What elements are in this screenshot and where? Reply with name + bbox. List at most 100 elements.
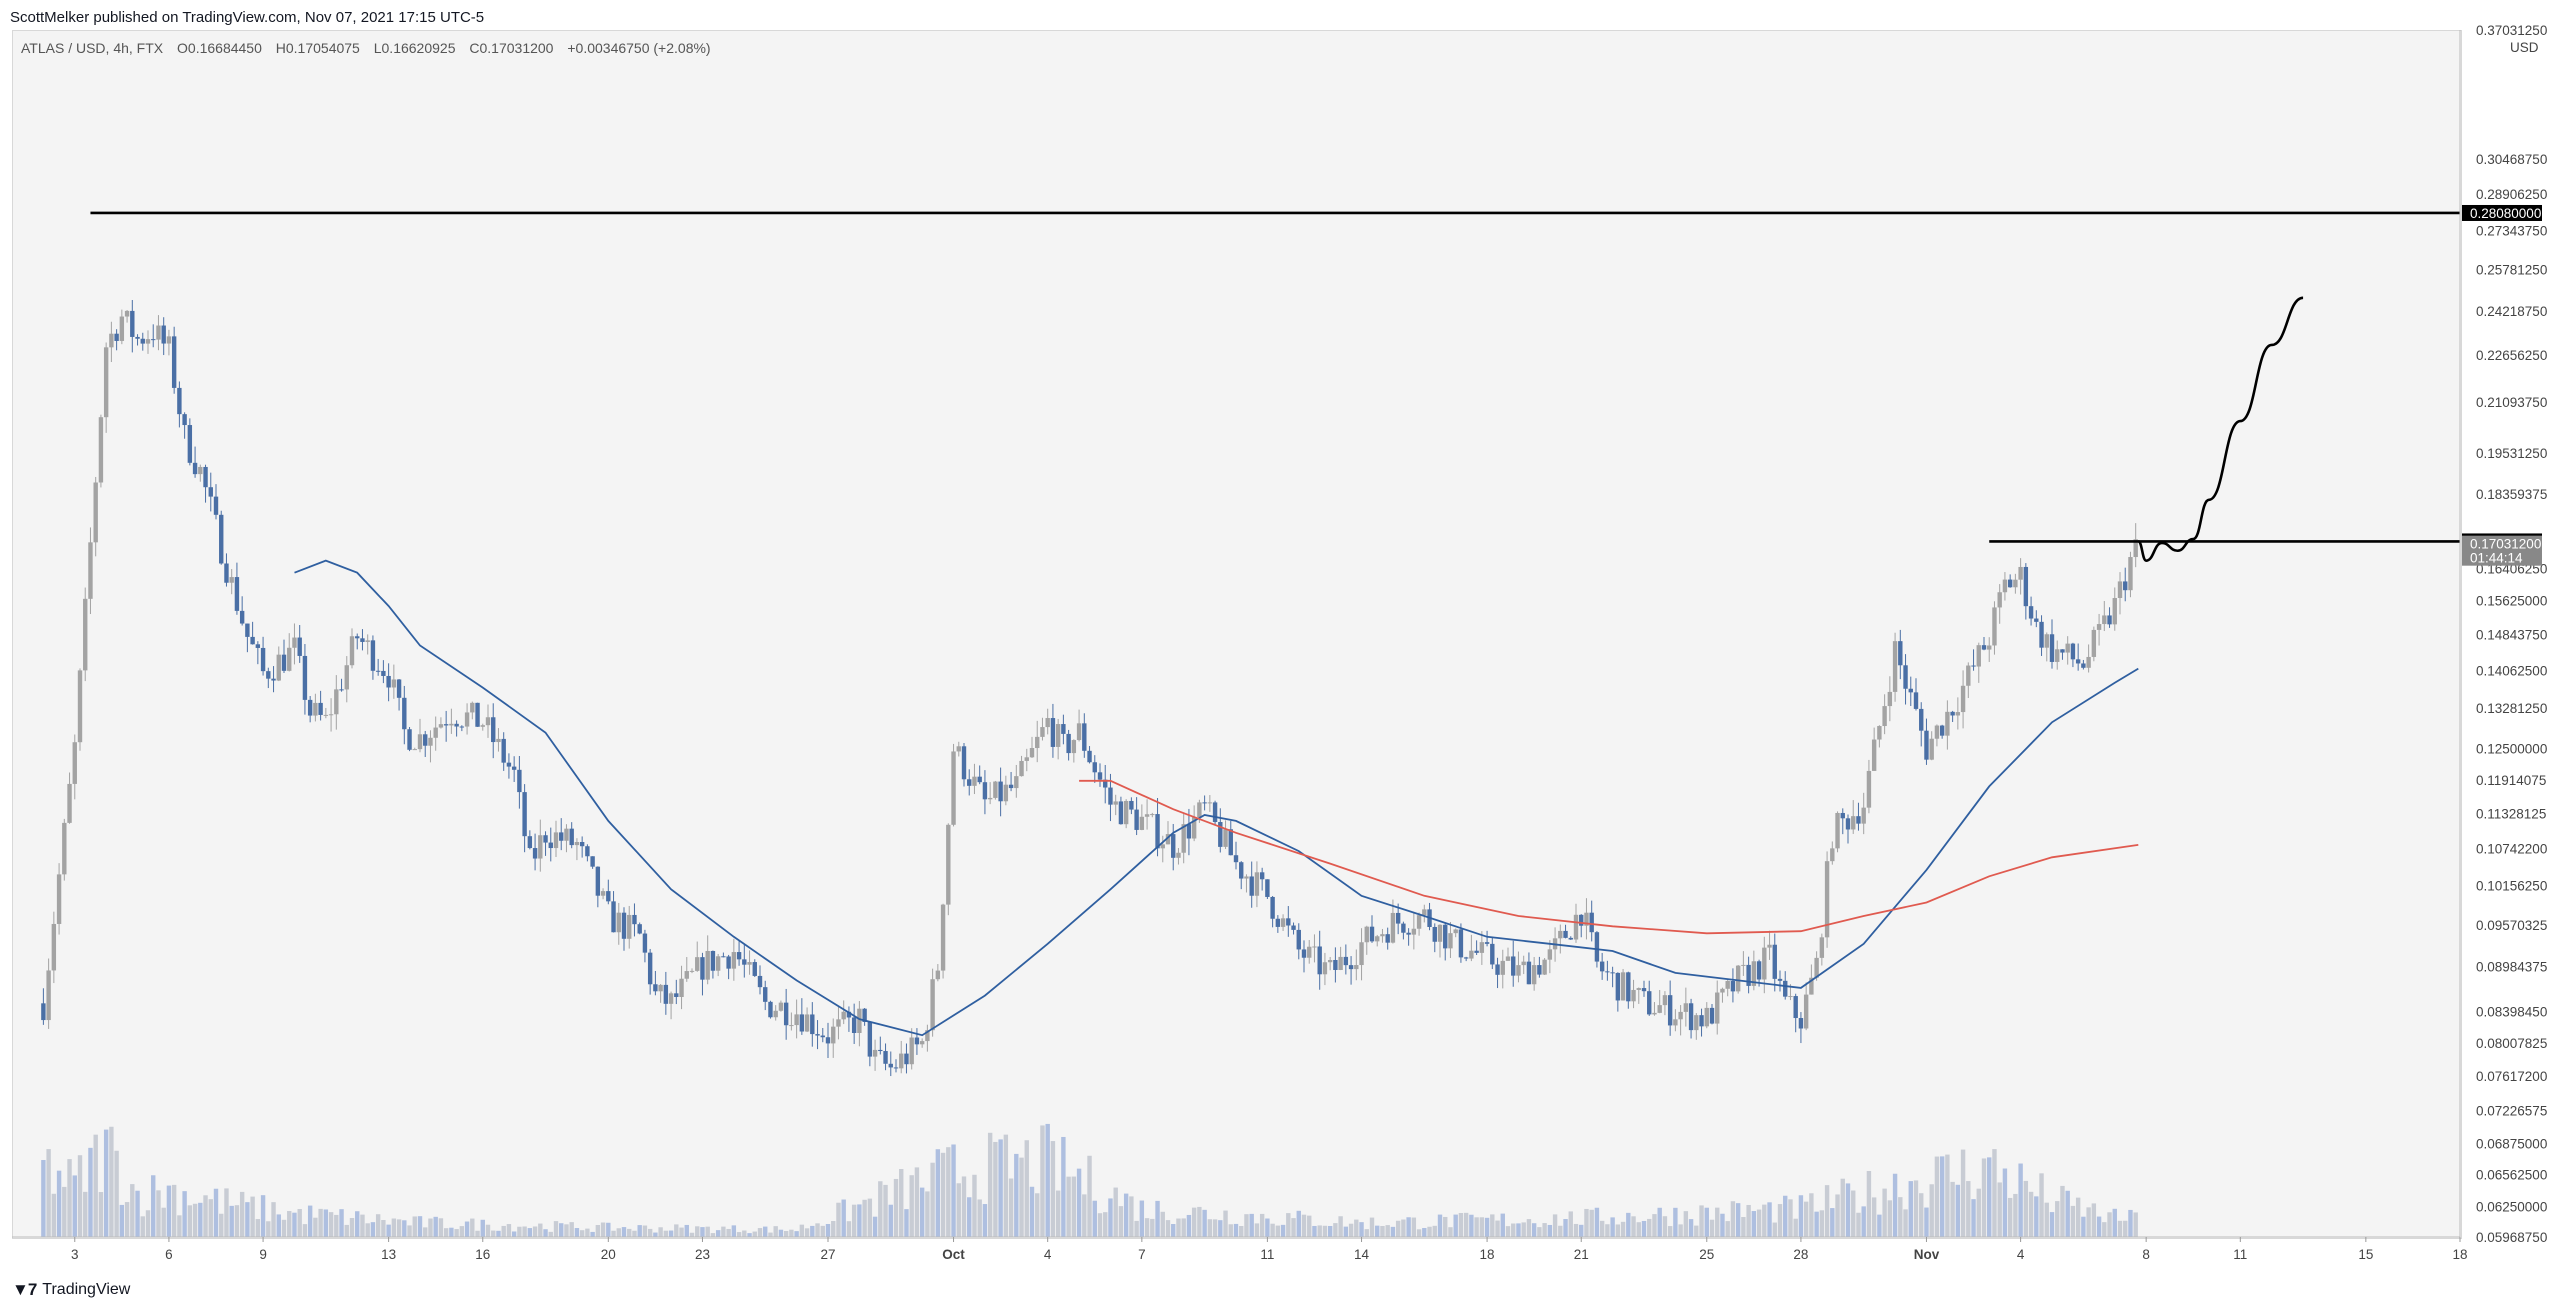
candle [103,342,109,433]
candle [2070,642,2076,668]
projection-drawing[interactable] [2137,296,2304,562]
volume-bar [255,1219,261,1237]
candle [1777,970,1783,992]
candle [130,300,135,353]
candle [239,596,245,626]
legend-change: +0.00346750 (+2.08%) [567,40,711,56]
volume-bar [1976,1188,1981,1237]
volume-bar [511,1231,517,1237]
footer-brand[interactable]: ▼7 TradingView [12,1280,130,1300]
volume-bar [1019,1157,1024,1237]
volume-bar [1934,1156,1940,1237]
candle [1584,898,1589,940]
volume-bar [1087,1155,1092,1237]
candle-body [778,1002,784,1011]
candle [1599,952,1605,980]
candle-body [1720,988,1725,993]
candle [1244,874,1249,893]
volume-bar [349,1218,355,1237]
candle-body [72,742,77,784]
tradingview-logo-icon: ▼7 [12,1280,37,1299]
candle-body [166,336,172,344]
candle [396,679,402,711]
candle [647,948,653,995]
candle [1652,1002,1657,1016]
candle [1537,956,1542,978]
candle [559,818,564,851]
candle [501,732,506,771]
candle-body [1181,824,1186,853]
candle [794,999,799,1039]
volume-bar [1898,1197,1903,1237]
volume-bar [224,1188,229,1237]
volume-bar [2133,1212,2138,1237]
volume-bar [1709,1219,1715,1237]
volume-bar [1035,1193,1040,1237]
candle-body [1992,607,1997,646]
candle [381,660,386,684]
candle [1678,1005,1683,1036]
candle-body [736,952,742,960]
volume-bar [1249,1213,1254,1237]
candle [1741,951,1746,976]
candle [627,905,632,949]
candle-body [1971,665,1976,667]
candle-body [789,1025,794,1027]
candle-body [527,836,533,849]
candle-body [883,1051,888,1064]
candle-body [1516,965,1521,976]
volume-bar [1950,1181,1955,1237]
volume-bar [1568,1211,1573,1237]
time-tick-label: 7 [1138,1247,1146,1262]
volume-bar [1919,1193,1924,1237]
candle [470,701,475,720]
candle-body [783,1002,789,1026]
candle [1929,731,1934,761]
candle-body [1887,691,1893,707]
candle-body [177,387,182,415]
candle-body [1139,816,1145,830]
volume-bar [1317,1225,1322,1237]
candle-body [700,957,705,980]
candle-body [731,952,737,969]
candle [135,334,140,346]
candle [370,635,376,680]
volume-bar [1212,1219,1218,1237]
candle-body [1333,959,1338,970]
time-tick-label: Nov [1914,1247,1940,1262]
candle [1725,978,1730,997]
horizontal-levels[interactable] [90,211,2460,543]
candle-body [1191,817,1197,839]
volume-bar [752,1231,757,1237]
volume-bar [647,1228,653,1237]
candle-body [1202,802,1207,804]
volume-bar [559,1223,564,1237]
candle-body [1066,733,1071,754]
candle [836,1006,841,1040]
candle [810,1002,815,1047]
volume-bar [1150,1218,1155,1237]
candle [1798,1012,1804,1044]
price-axis[interactable]: 0.37031250 0.30468750 0.28906250 0.27343750… [2459,23,2547,1245]
candle [946,823,951,916]
candle [438,717,444,729]
candle-body [1343,956,1349,966]
volume-bar [1887,1200,1893,1237]
candle-body [1573,914,1579,940]
time-axis[interactable]: 3 6 9 13 16 20 23 27 Oct 4 7 11 14 18 21 25 28 Nov 4 8 11 15 1… [12,1236,2468,1262]
volume-bar [1218,1220,1223,1237]
candle [569,822,574,849]
candle-body [1443,924,1448,949]
volume-bar [1913,1180,1919,1237]
volume-bar [1024,1140,1029,1237]
candle-body [1788,996,1793,998]
candle [1348,956,1354,985]
candle [1280,914,1286,931]
candle [140,332,145,351]
candle [872,1039,878,1071]
candle [1082,713,1087,758]
candle [909,1028,914,1070]
volume-bar [1223,1210,1228,1237]
candle-body [391,679,397,688]
